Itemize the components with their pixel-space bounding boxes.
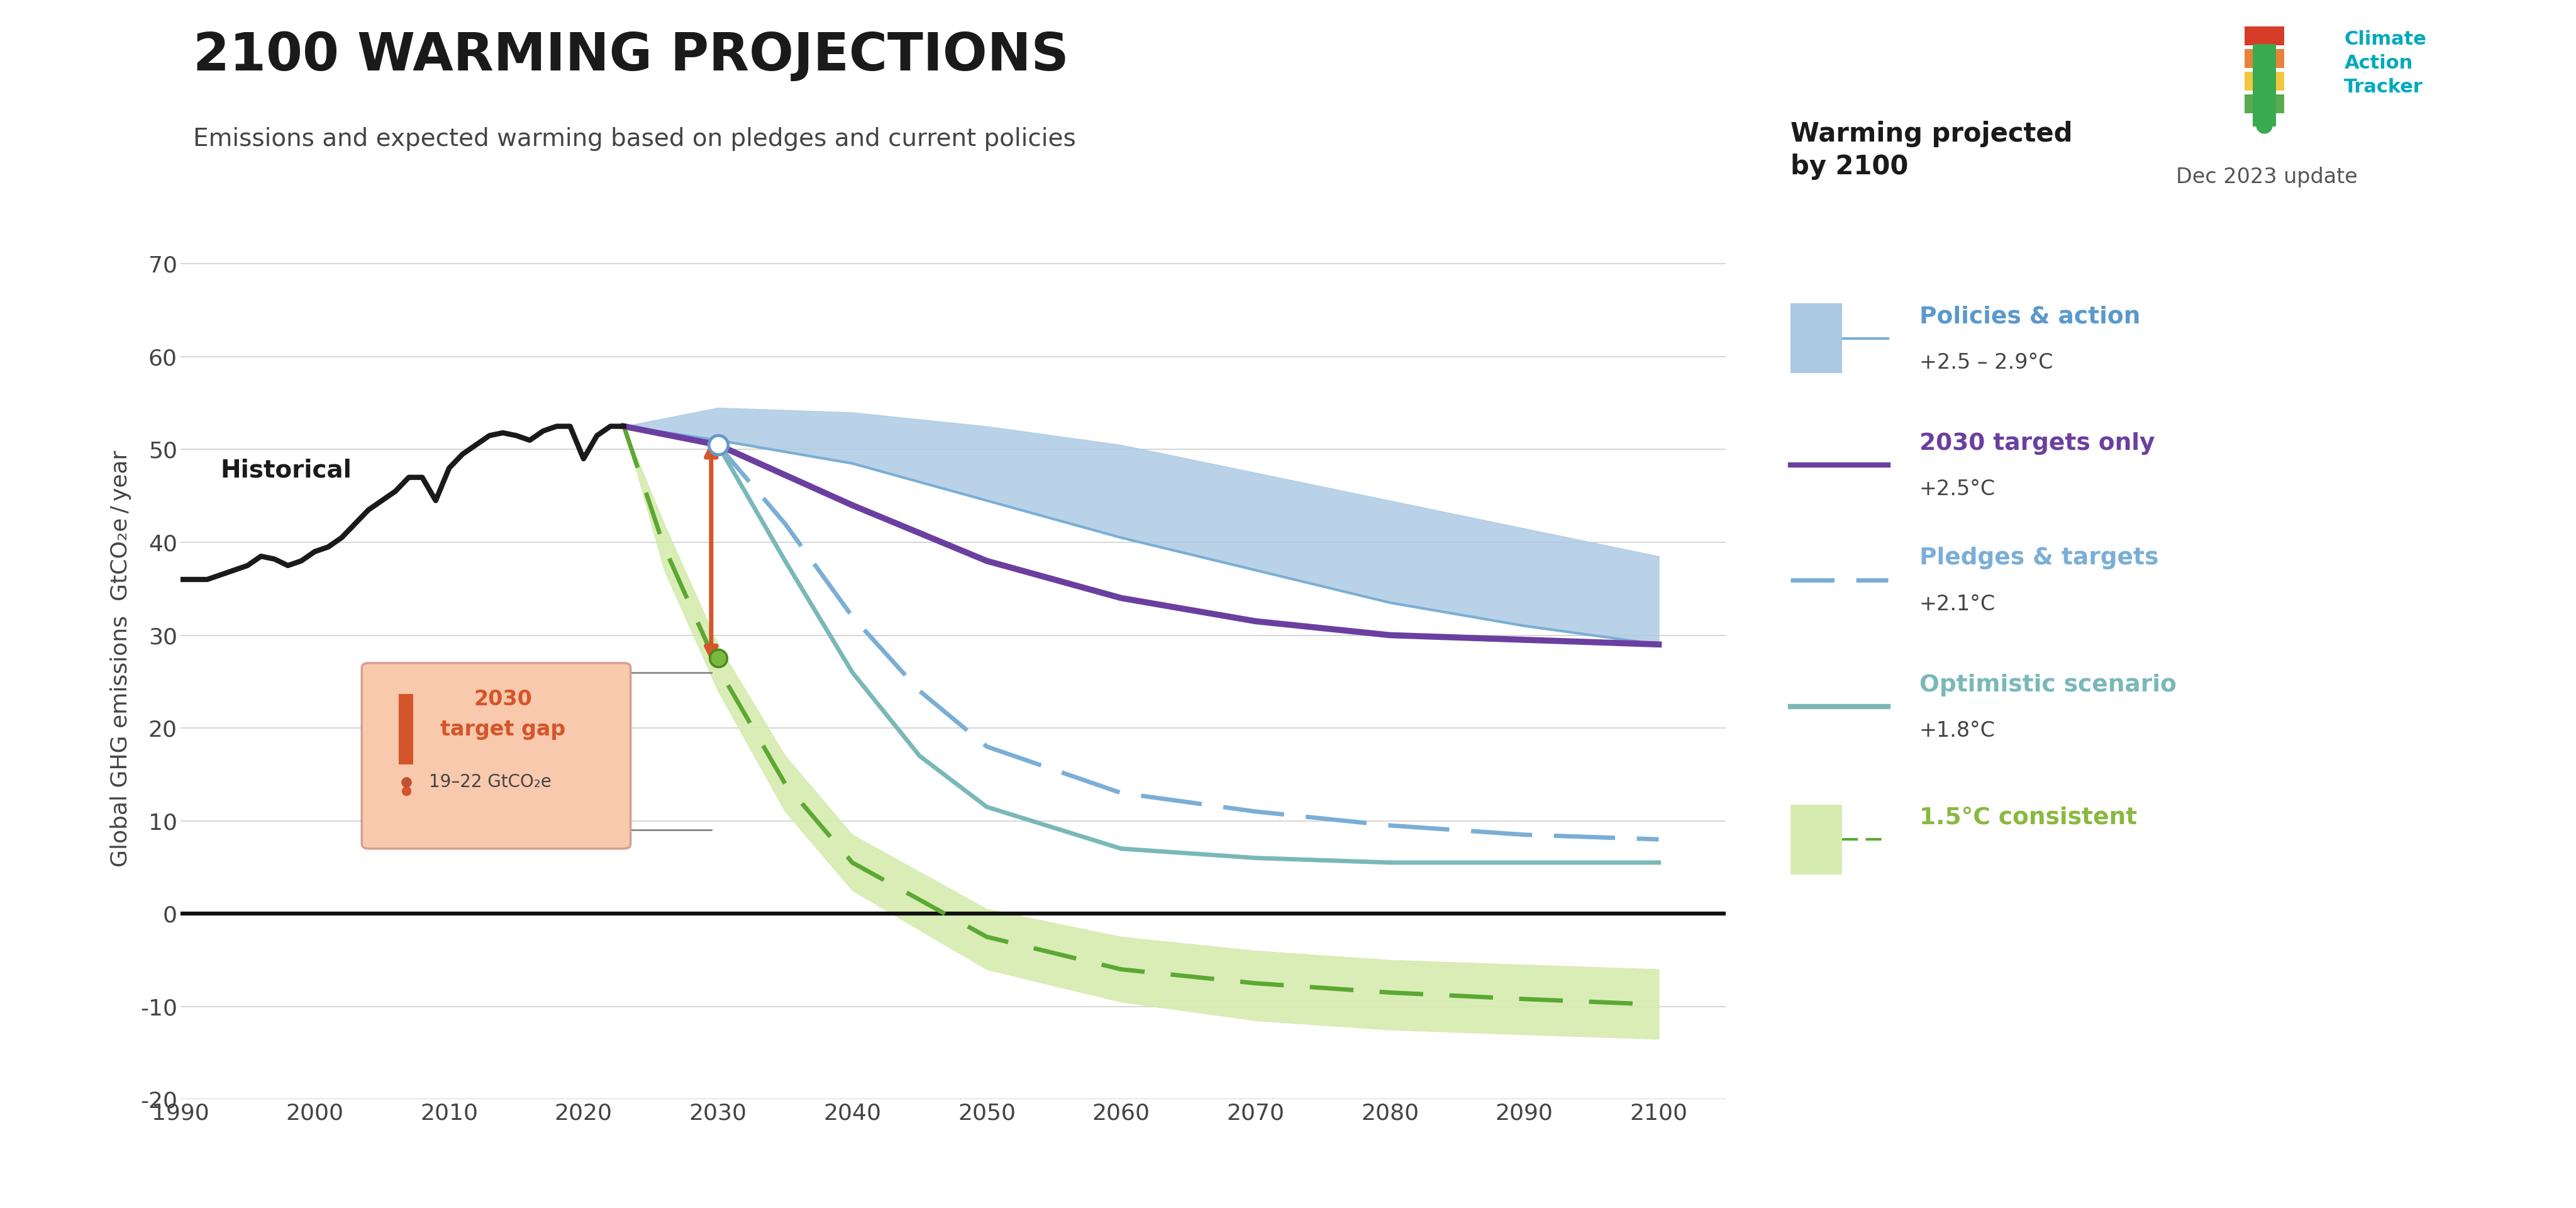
Text: Pledges & targets: Pledges & targets <box>1919 547 2159 569</box>
Text: Historical: Historical <box>222 459 353 482</box>
Text: Dec 2023 update: Dec 2023 update <box>2177 167 2357 187</box>
Text: 1.5°C consistent: 1.5°C consistent <box>1919 807 2138 829</box>
Text: +2.5°C: +2.5°C <box>1919 478 1996 500</box>
Bar <box>2244 50 2285 68</box>
Text: Warming projected
by 2100: Warming projected by 2100 <box>1790 121 2071 180</box>
Bar <box>2244 72 2285 91</box>
Text: 2100 WARMING PROJECTIONS: 2100 WARMING PROJECTIONS <box>193 30 1069 81</box>
Text: Policies & action: Policies & action <box>1919 306 2141 327</box>
Y-axis label: Global GHG emissions  GtCO₂e / year: Global GHG emissions GtCO₂e / year <box>111 451 131 866</box>
Bar <box>399 695 415 765</box>
FancyBboxPatch shape <box>361 663 631 849</box>
Text: +1.8°C: +1.8°C <box>1919 720 1996 742</box>
Bar <box>2244 94 2285 114</box>
Bar <box>2251 43 2277 127</box>
Text: 2030 targets only: 2030 targets only <box>1919 432 2154 454</box>
Text: 2030: 2030 <box>474 689 533 710</box>
Text: +2.5 – 2.9°C: +2.5 – 2.9°C <box>1919 352 2053 373</box>
Text: 19–22 GtCO₂e: 19–22 GtCO₂e <box>430 773 551 791</box>
Text: Emissions and expected warming based on pledges and current policies: Emissions and expected warming based on … <box>193 127 1077 151</box>
Bar <box>2244 27 2285 45</box>
Text: Optimistic scenario: Optimistic scenario <box>1919 674 2177 696</box>
Text: target gap: target gap <box>440 719 567 739</box>
Text: Climate
Action
Tracker: Climate Action Tracker <box>2344 30 2427 97</box>
Text: +2.1°C: +2.1°C <box>1919 593 1996 615</box>
